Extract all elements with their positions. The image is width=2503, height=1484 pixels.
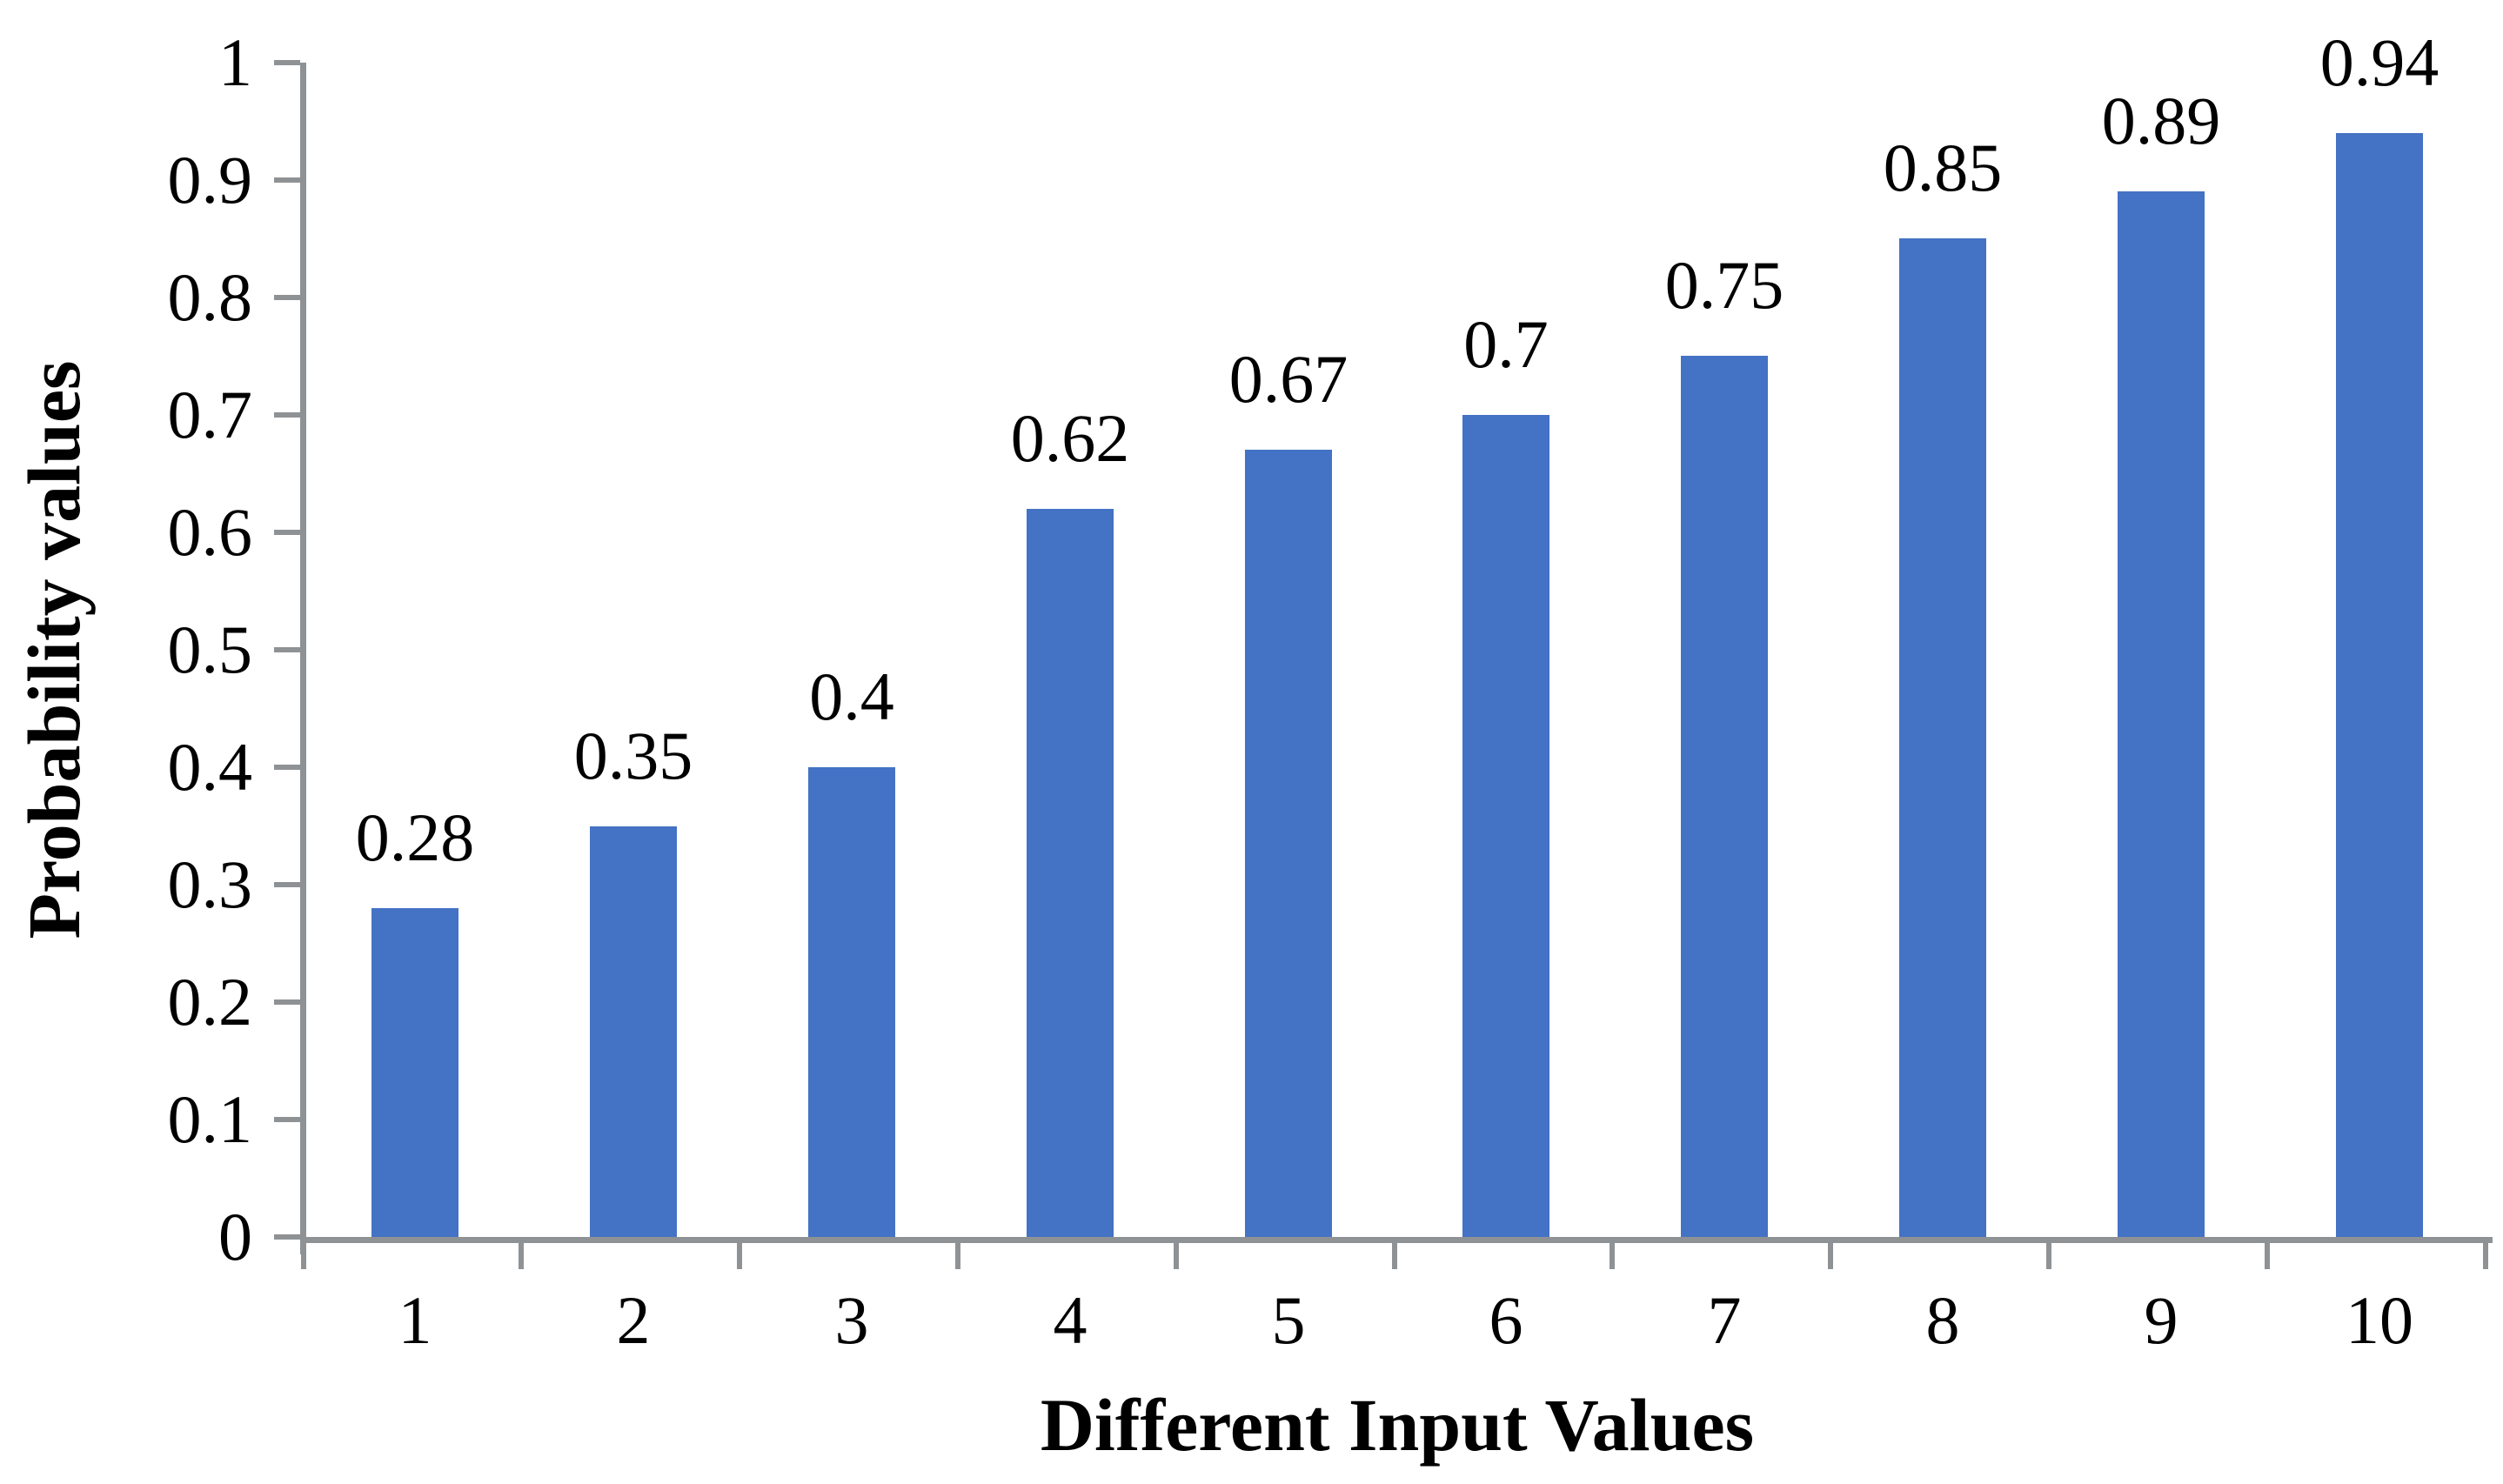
y-tick-label: 0.4 [167,729,253,805]
bar-value-label: 0.7 [1463,306,1549,382]
bar-value-label: 0.4 [809,658,894,734]
y-tick [274,295,300,300]
x-tick [2265,1237,2270,1269]
y-tick [274,1234,300,1240]
y-tick-label: 0.2 [167,964,253,1039]
bar [371,908,458,1237]
x-tick [1174,1237,1179,1269]
bar-value-label: 0.89 [2101,83,2221,158]
bar-value-label: 0.62 [1010,400,1130,476]
bar [1462,415,1549,1237]
bar-value-label: 0.67 [1228,341,1349,417]
bar [2118,191,2205,1237]
y-tick-label: 0.7 [167,377,253,452]
y-tick-label: 0.8 [167,259,253,335]
x-tick-label: 9 [2144,1282,2178,1358]
x-tick-label: 6 [1489,1282,1523,1358]
y-tick-label: 0 [218,1199,252,1274]
x-tick-label: 4 [1053,1282,1088,1358]
y-tick [274,1117,300,1122]
bar [1681,356,1768,1237]
x-tick [1828,1237,1833,1269]
bar-value-label: 0.85 [1883,130,2003,205]
bar [1899,238,1986,1237]
x-tick [955,1237,960,1269]
y-tick [274,647,300,652]
x-axis-title: Different Input Values [1040,1383,1755,1467]
y-tick-label: 0.5 [167,612,253,687]
bar [2336,133,2423,1237]
y-tick [274,412,300,418]
bar-value-label: 0.75 [1664,247,1784,323]
bar [808,767,895,1237]
y-tick [274,60,300,65]
y-tick [274,765,300,770]
y-tick [274,882,300,887]
y-axis-line [300,63,306,1254]
x-tick-label: 2 [616,1282,651,1358]
x-tick-label: 10 [2346,1282,2413,1358]
x-tick-label: 7 [1707,1282,1742,1358]
y-tick [274,999,300,1005]
bar [1027,509,1114,1237]
bar-value-label: 0.28 [355,799,475,875]
bar [1245,450,1332,1237]
x-tick-label: 1 [398,1282,432,1358]
x-tick-label: 3 [834,1282,869,1358]
x-tick-label: 5 [1271,1282,1306,1358]
y-tick [274,177,300,183]
y-tick-label: 1 [218,24,252,100]
x-tick [1392,1237,1397,1269]
x-tick [2046,1237,2051,1269]
x-tick-label: 8 [1925,1282,1960,1358]
x-tick [1610,1237,1615,1269]
bar [590,826,677,1237]
x-tick [301,1237,306,1269]
bar-value-label: 0.94 [2319,24,2439,100]
bar-value-label: 0.35 [573,718,693,793]
x-tick [737,1237,742,1269]
y-tick-label: 0.3 [167,846,253,922]
x-tick [2483,1237,2488,1269]
y-tick-label: 0.9 [167,142,253,217]
y-tick-label: 0.1 [167,1081,253,1157]
y-tick-label: 0.6 [167,494,253,570]
x-tick [519,1237,524,1269]
y-tick [274,530,300,535]
